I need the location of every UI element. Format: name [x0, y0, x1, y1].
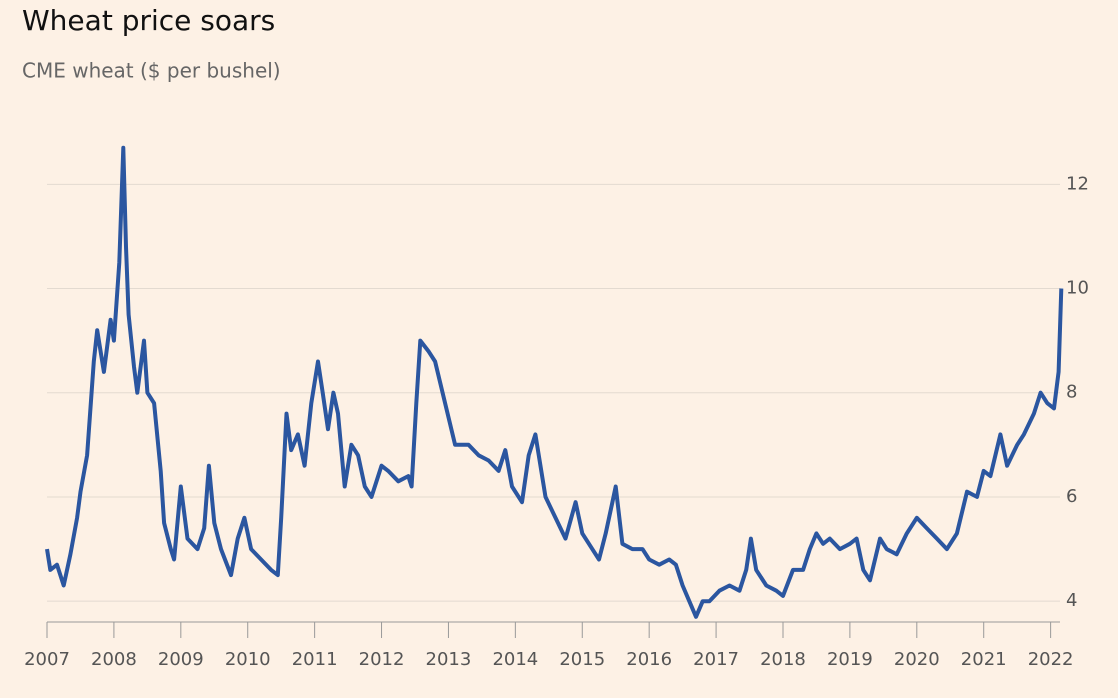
- x-tick-label: 2018: [760, 649, 806, 670]
- y-tick-label: 6: [1066, 486, 1077, 507]
- x-tick-label: 2014: [492, 649, 538, 670]
- x-tick-label: 2020: [894, 649, 940, 670]
- chart-title: Wheat price soars: [22, 4, 275, 37]
- y-tick-label: 4: [1066, 590, 1077, 611]
- x-tick-label: 2011: [292, 649, 338, 670]
- x-tick-label: 2009: [158, 649, 204, 670]
- y-tick-label: 8: [1066, 382, 1077, 403]
- x-tick-label: 2019: [827, 649, 873, 670]
- y-tick-label: 12: [1066, 173, 1089, 194]
- x-tick-label: 2022: [1028, 649, 1074, 670]
- chart-subtitle: CME wheat ($ per bushel): [22, 59, 281, 83]
- y-tick-label: 10: [1066, 278, 1089, 299]
- x-tick-label: 2017: [693, 649, 739, 670]
- x-tick-label: 2012: [359, 649, 405, 670]
- x-tick-label: 2007: [24, 649, 70, 670]
- x-tick-label: 2013: [426, 649, 472, 670]
- x-tick-label: 2010: [225, 649, 271, 670]
- x-tick-label: 2015: [559, 649, 605, 670]
- price-line: [45, 145, 1064, 619]
- x-tick-label: 2008: [91, 649, 137, 670]
- x-tick-label: 2021: [961, 649, 1007, 670]
- x-tick-label: 2016: [626, 649, 672, 670]
